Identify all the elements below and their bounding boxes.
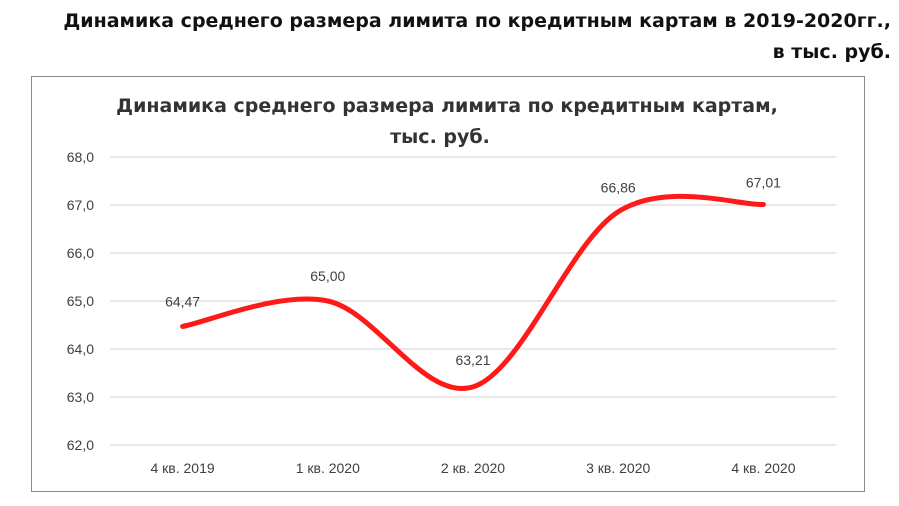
data-label: 65,00: [310, 268, 345, 284]
y-tick-label: 64,0: [67, 341, 94, 357]
page-heading: Динамика среднего размера лимита по кред…: [6, 6, 891, 68]
chart-title-line-1: Динамика среднего размера лимита по кред…: [116, 95, 778, 117]
y-tick-label: 67,0: [67, 197, 94, 213]
x-tick-label: 4 кв. 2020: [731, 460, 795, 476]
page-heading-line-2: в тыс. руб.: [772, 41, 891, 63]
y-tick-label: 63,0: [67, 389, 94, 405]
x-tick-label: 2 кв. 2020: [441, 460, 505, 476]
y-tick-label: 66,0: [67, 245, 94, 261]
chart-frame: [31, 76, 865, 492]
data-label: 67,01: [746, 175, 781, 191]
series-line: [180, 193, 766, 392]
x-tick-label: 3 кв. 2020: [586, 460, 650, 476]
x-tick-label: 1 кв. 2020: [296, 460, 360, 476]
page-heading-line-1: Динамика среднего размера лимита по кред…: [63, 10, 891, 32]
x-tick-label: 4 кв. 2019: [151, 460, 215, 476]
y-tick-label: 65,0: [67, 293, 94, 309]
y-tick-label: 62,0: [67, 437, 94, 453]
data-label: 63,21: [455, 352, 490, 368]
chart-title-line-2: тыс. руб.: [390, 126, 490, 148]
data-label: 64,47: [165, 293, 200, 309]
data-label: 66,86: [601, 180, 636, 196]
y-tick-label: 68,0: [67, 149, 94, 165]
